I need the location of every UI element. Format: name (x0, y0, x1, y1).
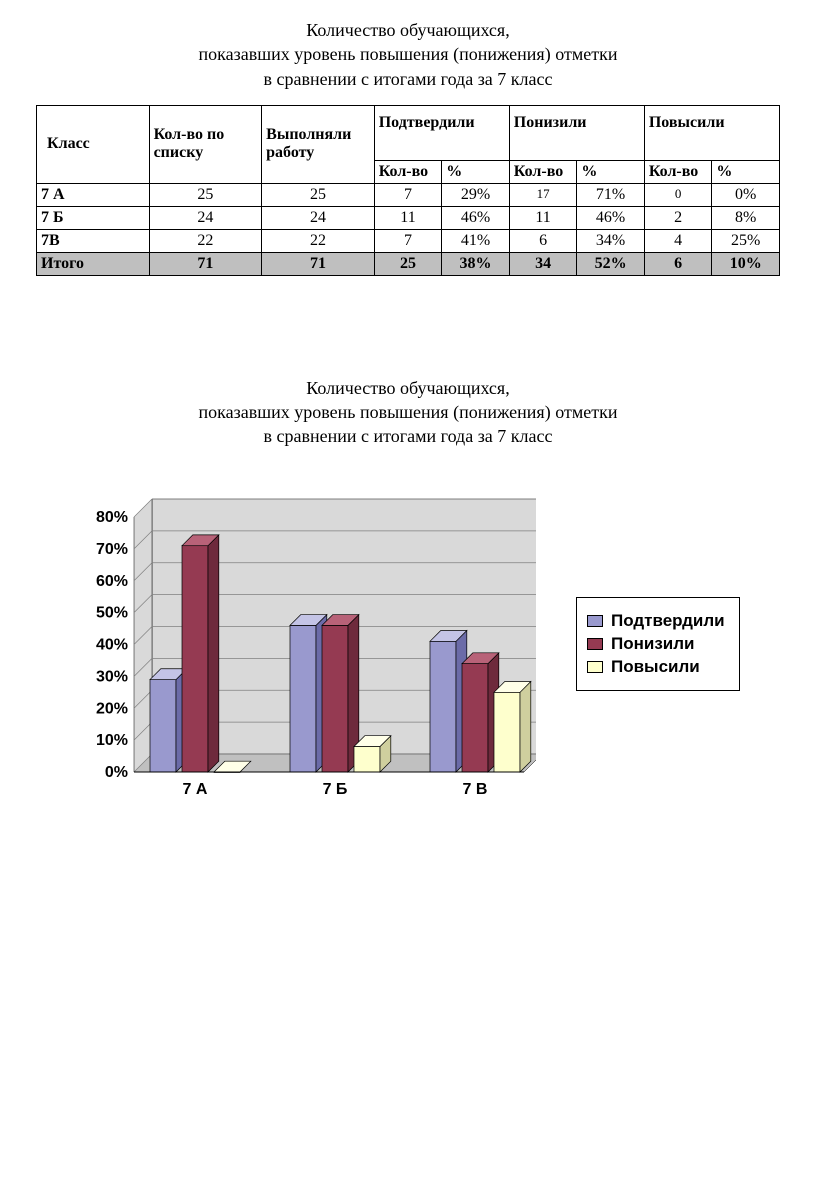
title1-line1: Количество обучающихся, (306, 20, 509, 40)
legend-swatch (587, 615, 603, 627)
page-title-1: Количество обучающихся, показавших урове… (36, 18, 780, 91)
y-tick-label: 70% (96, 541, 128, 558)
cell-list: 71 (149, 252, 262, 275)
x-tick-label: 7 Б (323, 781, 348, 798)
cell-l-n: 11 (509, 206, 577, 229)
title1-line2: показавших уровень повышения (понижения)… (199, 44, 618, 64)
th-raised: Повысили (644, 105, 779, 160)
th-class: Класс (37, 105, 150, 183)
legend-label: Повысили (611, 657, 700, 677)
cell-l-p: 34% (577, 229, 645, 252)
cell-c-p: 38% (442, 252, 510, 275)
cell-class: 7В (37, 229, 150, 252)
cell-work: 24 (262, 206, 375, 229)
bar-raised (494, 692, 520, 772)
cell-l-n: 17 (509, 183, 577, 206)
th-r-p: % (712, 160, 780, 183)
cell-list: 22 (149, 229, 262, 252)
cell-r-p: 0% (712, 183, 780, 206)
legend-item: Понизили (587, 634, 725, 654)
legend-swatch (587, 661, 603, 673)
y-tick-label: 0% (105, 764, 128, 781)
cell-work: 71 (262, 252, 375, 275)
page-title-2: Количество обучающихся, показавших урове… (36, 376, 780, 449)
cell-l-n: 6 (509, 229, 577, 252)
th-l-p: % (577, 160, 645, 183)
title2-line3: в сравнении с итогами года за 7 класс (263, 426, 552, 446)
y-tick-label: 50% (96, 604, 128, 621)
cell-l-n: 34 (509, 252, 577, 275)
cell-class: Итого (37, 252, 150, 275)
th-r-n: Кол-во (644, 160, 712, 183)
y-tick-label: 80% (96, 509, 128, 526)
title2-line2: показавших уровень повышения (понижения)… (199, 402, 618, 422)
bar-lowered (182, 545, 208, 771)
th-confirmed: Подтвердили (374, 105, 509, 160)
cell-r-p: 8% (712, 206, 780, 229)
legend-label: Подтвердили (611, 611, 725, 631)
th-c-p: % (442, 160, 510, 183)
cell-work: 25 (262, 183, 375, 206)
th-c-n: Кол-во (374, 160, 442, 183)
cell-c-n: 11 (374, 206, 442, 229)
th-did-work: Выполняли работу (262, 105, 375, 183)
cell-r-n: 6 (644, 252, 712, 275)
legend-item: Повысили (587, 657, 725, 677)
bar-confirmed (430, 641, 456, 772)
cell-class: 7 Б (37, 206, 150, 229)
cell-r-p: 10% (712, 252, 780, 275)
cell-c-n: 7 (374, 229, 442, 252)
cell-list: 24 (149, 206, 262, 229)
cell-c-n: 7 (374, 183, 442, 206)
cell-r-p: 25% (712, 229, 780, 252)
y-tick-label: 40% (96, 636, 128, 653)
cell-l-p: 46% (577, 206, 645, 229)
bar-lowered (322, 625, 348, 772)
th-l-n: Кол-во (509, 160, 577, 183)
y-tick-label: 20% (96, 700, 128, 717)
th-lowered: Понизили (509, 105, 644, 160)
y-tick-label: 10% (96, 732, 128, 749)
legend-label: Понизили (611, 634, 694, 654)
results-table: Класс Кол-во по списку Выполняли работу … (36, 105, 780, 276)
cell-r-n: 2 (644, 206, 712, 229)
bar-chart: 0% 10% 20% 30% 40% 50% 60% 70% 80% 7 А 7 Б 7 В (66, 489, 536, 799)
cell-c-n: 25 (374, 252, 442, 275)
chart-legend: Подтвердили Понизили Повысили (576, 597, 740, 691)
cell-c-p: 41% (442, 229, 510, 252)
x-tick-label: 7 В (463, 781, 488, 798)
title2-line1: Количество обучающихся, (306, 378, 509, 398)
cell-l-p: 52% (577, 252, 645, 275)
bar-confirmed (150, 679, 176, 771)
cell-list: 25 (149, 183, 262, 206)
y-tick-label: 30% (96, 668, 128, 685)
cell-work: 22 (262, 229, 375, 252)
bar-raised (354, 746, 380, 772)
y-tick-label: 60% (96, 573, 128, 590)
legend-swatch (587, 638, 603, 650)
cell-r-n: 4 (644, 229, 712, 252)
cell-l-p: 71% (577, 183, 645, 206)
bar-lowered (462, 663, 488, 771)
th-count-list: Кол-во по списку (149, 105, 262, 183)
cell-r-n: 0 (644, 183, 712, 206)
cell-c-p: 46% (442, 206, 510, 229)
x-tick-label: 7 А (183, 781, 208, 798)
title1-line3: в сравнении с итогами года за 7 класс (263, 69, 552, 89)
legend-item: Подтвердили (587, 611, 725, 631)
bar-confirmed (290, 625, 316, 772)
cell-c-p: 29% (442, 183, 510, 206)
cell-class: 7 А (37, 183, 150, 206)
